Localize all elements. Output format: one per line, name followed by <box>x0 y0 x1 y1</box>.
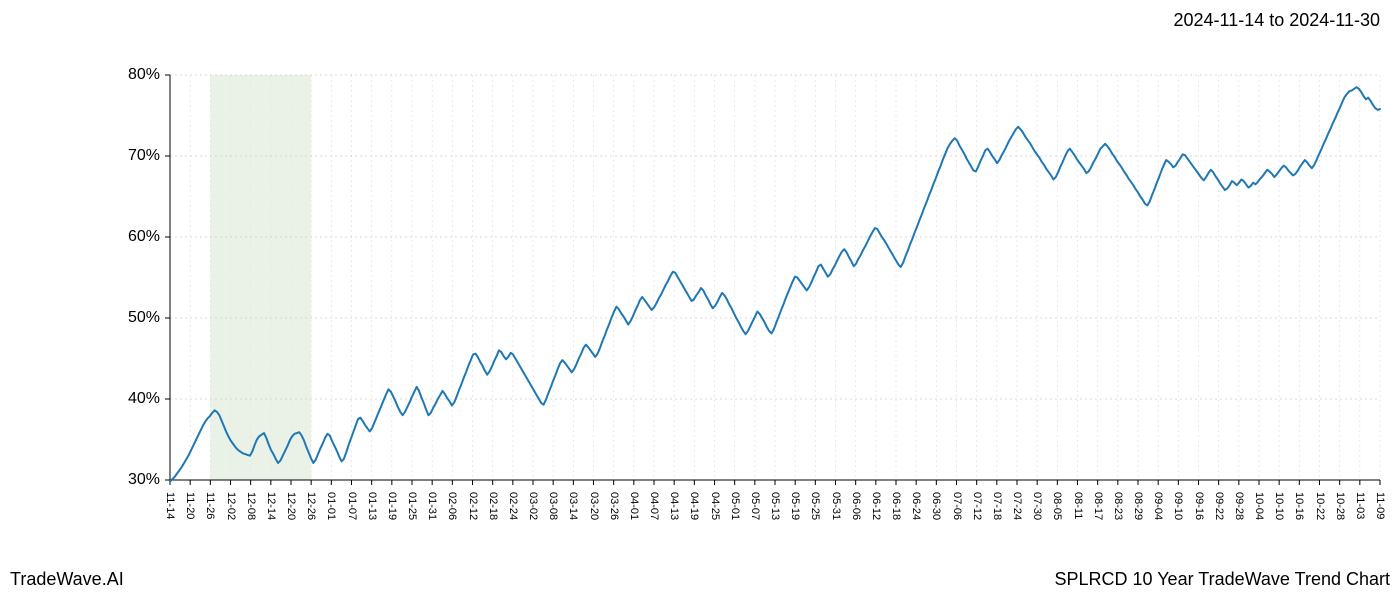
x-tick-label: 11-14 <box>164 492 176 519</box>
x-tick-label: 02-06 <box>446 492 458 520</box>
y-tick-label: 70% <box>100 147 160 165</box>
x-tick-label: 05-31 <box>830 492 842 520</box>
x-tick-label: 10-10 <box>1273 492 1285 520</box>
x-tick-label: 10-16 <box>1293 492 1305 520</box>
trend-chart <box>0 50 1400 540</box>
x-tick-label: 04-19 <box>688 492 700 520</box>
y-tick-label: 40% <box>100 390 160 408</box>
x-tick-label: 05-13 <box>769 492 781 520</box>
x-tick-label: 02-18 <box>487 492 499 520</box>
x-tick-label: 09-16 <box>1193 492 1205 520</box>
x-tick-label: 01-31 <box>426 492 438 520</box>
x-tick-label: 11-09 <box>1374 492 1386 519</box>
footer-brand: TradeWave.AI <box>10 569 124 590</box>
x-tick-label: 07-12 <box>971 492 983 520</box>
x-tick-label: 03-02 <box>527 492 539 520</box>
x-tick-label: 04-01 <box>628 492 640 520</box>
x-tick-label: 06-12 <box>870 492 882 520</box>
x-tick-label: 05-25 <box>809 492 821 520</box>
x-tick-label: 04-13 <box>668 492 680 520</box>
x-tick-label: 10-04 <box>1253 492 1265 520</box>
x-tick-label: 09-10 <box>1172 492 1184 520</box>
x-tick-label: 11-26 <box>204 492 216 519</box>
date-range-label: 2024-11-14 to 2024-11-30 <box>1174 10 1381 31</box>
x-tick-label: 01-01 <box>325 492 337 520</box>
x-tick-label: 12-02 <box>225 492 237 520</box>
x-tick-label: 09-22 <box>1213 492 1225 520</box>
x-tick-label: 12-20 <box>285 492 297 520</box>
y-tick-label: 50% <box>100 309 160 327</box>
x-tick-label: 08-29 <box>1132 492 1144 520</box>
x-tick-label: 05-19 <box>789 492 801 520</box>
footer-chart-title: SPLRCD 10 Year TradeWave Trend Chart <box>1054 569 1390 590</box>
x-tick-label: 09-04 <box>1152 492 1164 520</box>
x-tick-label: 06-24 <box>910 492 922 520</box>
x-tick-label: 01-19 <box>386 492 398 520</box>
x-tick-label: 04-25 <box>709 492 721 520</box>
x-tick-label: 08-11 <box>1072 492 1084 519</box>
x-tick-label: 11-03 <box>1354 492 1366 519</box>
x-tick-label: 06-06 <box>850 492 862 520</box>
y-tick-label: 60% <box>100 228 160 246</box>
x-tick-label: 12-14 <box>265 492 277 520</box>
x-tick-label: 01-07 <box>346 492 358 520</box>
x-tick-label: 08-17 <box>1092 492 1104 520</box>
x-tick-label: 09-28 <box>1233 492 1245 520</box>
x-tick-label: 05-01 <box>729 492 741 520</box>
x-tick-label: 07-06 <box>951 492 963 520</box>
x-tick-label: 08-23 <box>1112 492 1124 520</box>
x-tick-label: 07-30 <box>1031 492 1043 520</box>
y-tick-label: 80% <box>100 66 160 84</box>
y-tick-label: 30% <box>100 471 160 489</box>
x-tick-label: 07-24 <box>1011 492 1023 520</box>
x-tick-label: 12-26 <box>305 492 317 520</box>
x-tick-label: 10-22 <box>1314 492 1326 520</box>
x-tick-label: 06-30 <box>930 492 942 520</box>
x-tick-label: 10-28 <box>1334 492 1346 520</box>
x-tick-label: 03-08 <box>547 492 559 520</box>
x-tick-label: 08-05 <box>1051 492 1063 520</box>
x-tick-label: 04-07 <box>648 492 660 520</box>
x-tick-label: 05-07 <box>749 492 761 520</box>
x-tick-label: 01-13 <box>366 492 378 520</box>
x-tick-label: 12-08 <box>245 492 257 520</box>
x-tick-label: 07-18 <box>991 492 1003 520</box>
x-tick-label: 06-18 <box>890 492 902 520</box>
x-tick-label: 03-26 <box>608 492 620 520</box>
x-tick-label: 11-20 <box>184 492 196 519</box>
chart-container: 30% 40% 50% 60% 70% 80% 11-14 11-20 11-26 12-02 1… <box>0 50 1400 540</box>
x-tick-label: 03-14 <box>567 492 579 520</box>
x-tick-label: 01-25 <box>406 492 418 520</box>
x-tick-label: 02-24 <box>507 492 519 520</box>
x-tick-label: 03-20 <box>588 492 600 520</box>
x-tick-label: 02-12 <box>467 492 479 520</box>
